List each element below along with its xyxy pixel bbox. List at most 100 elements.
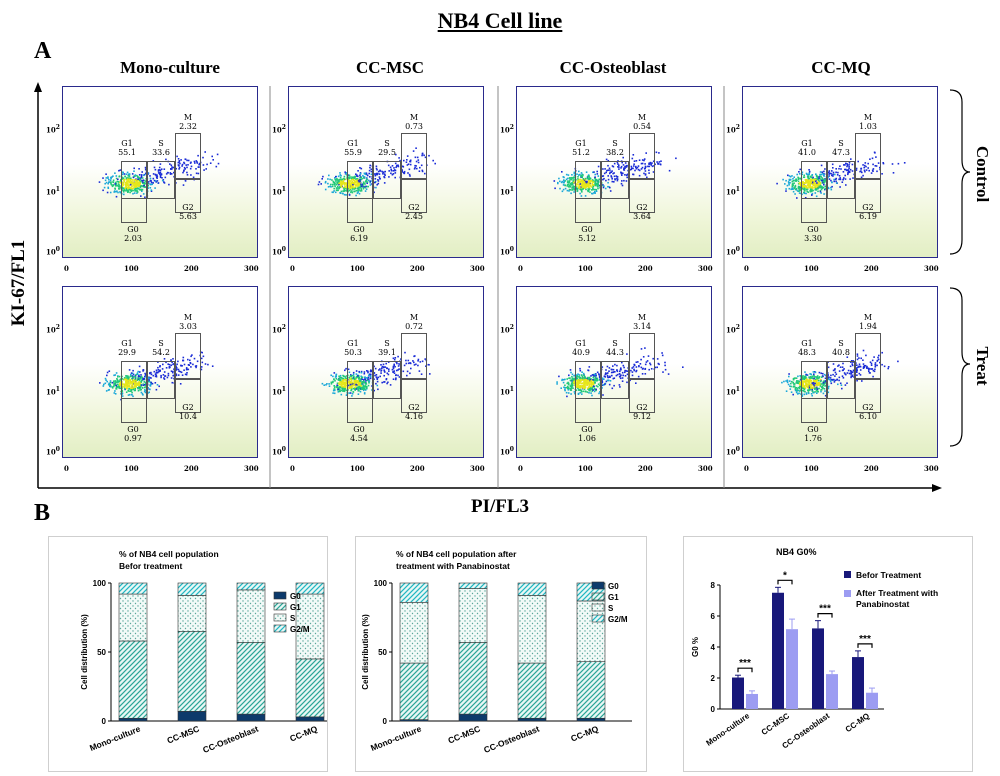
event-dot	[650, 368, 653, 370]
event-dot	[348, 385, 351, 388]
y-tick-exponent: 2	[281, 124, 286, 131]
event-dot	[129, 183, 132, 186]
event-dot	[816, 388, 818, 390]
event-dot	[355, 180, 357, 183]
event-dot	[795, 387, 798, 389]
gate-value-m: 0.54	[633, 122, 651, 131]
event-dot	[596, 371, 599, 374]
event-dot	[626, 381, 628, 384]
event-dot	[149, 376, 151, 379]
event-dot	[575, 378, 578, 381]
gate-label-m: M 0.73	[394, 113, 434, 131]
event-dot	[843, 177, 845, 179]
event-dot	[658, 161, 661, 163]
event-dot	[129, 191, 131, 194]
event-dot	[808, 184, 810, 187]
event-dot	[818, 184, 820, 186]
event-dot	[851, 375, 854, 378]
event-dot	[584, 387, 586, 389]
event-dot	[611, 180, 614, 183]
event-dot	[158, 172, 161, 175]
event-dot	[347, 368, 350, 371]
event-dot	[801, 377, 803, 380]
event-dot	[127, 190, 130, 193]
event-dot	[364, 389, 367, 391]
event-dot	[128, 181, 131, 184]
event-dot	[586, 382, 588, 384]
event-dot	[630, 165, 633, 168]
bar-segment-g0	[517, 717, 547, 722]
event-dot	[195, 172, 198, 175]
event-dot	[387, 381, 389, 384]
event-dot	[130, 387, 132, 389]
event-dot	[330, 383, 333, 385]
event-dot	[815, 389, 818, 392]
event-dot	[624, 165, 626, 168]
event-dot	[814, 380, 816, 382]
event-dot	[821, 177, 824, 179]
event-dot	[369, 176, 371, 178]
category-label: CC-MQ	[288, 723, 319, 743]
event-dot	[607, 372, 609, 374]
event-dot	[390, 169, 393, 172]
event-dot	[349, 181, 351, 184]
event-dot	[573, 381, 575, 384]
event-dot	[602, 384, 605, 386]
event-dot	[131, 372, 134, 375]
event-dot	[198, 163, 200, 166]
event-dot	[594, 192, 596, 194]
x-tick-label: 0	[64, 464, 69, 473]
event-dot	[606, 169, 608, 172]
event-dot	[321, 382, 324, 385]
event-dot	[183, 369, 185, 371]
event-dot	[616, 364, 618, 367]
event-dot	[556, 383, 558, 385]
event-dot	[136, 191, 139, 193]
event-dot	[565, 386, 568, 389]
event-dot	[570, 177, 573, 179]
event-dot	[564, 388, 566, 391]
event-dot	[172, 374, 174, 377]
event-dot	[622, 374, 624, 377]
event-dot	[353, 378, 356, 380]
event-dot	[427, 363, 430, 366]
event-dot	[572, 379, 574, 382]
event-dot	[356, 179, 358, 182]
event-dot	[363, 371, 366, 373]
event-dot	[409, 163, 412, 166]
event-dot	[815, 180, 817, 183]
event-dot	[633, 163, 635, 165]
event-dot	[817, 183, 819, 186]
event-dot	[816, 177, 819, 179]
event-dot	[360, 176, 362, 179]
event-dot	[188, 364, 190, 366]
event-dot	[408, 173, 411, 176]
event-dot	[177, 158, 180, 160]
event-dot	[415, 363, 417, 366]
event-dot	[349, 189, 352, 191]
event-dot	[786, 380, 789, 382]
event-dot	[797, 185, 800, 188]
event-dot	[146, 182, 148, 184]
event-dot	[358, 377, 360, 380]
event-dot	[207, 363, 209, 366]
event-dot	[358, 192, 361, 195]
event-dot	[810, 393, 813, 395]
event-dot	[341, 385, 343, 388]
event-dot	[556, 381, 558, 383]
event-dot	[574, 374, 576, 377]
event-dot	[118, 188, 120, 190]
y-tick-exponent: 2	[55, 324, 60, 331]
event-dot	[585, 181, 588, 184]
event-dot	[182, 359, 184, 362]
gate-g2-box	[401, 379, 427, 413]
event-dot	[127, 175, 129, 177]
event-dot	[338, 178, 341, 181]
panel-a-label: A	[34, 38, 52, 64]
event-dot	[134, 182, 136, 184]
event-dot	[561, 190, 564, 193]
event-dot	[187, 164, 189, 166]
event-dot	[567, 381, 569, 384]
event-dot	[820, 386, 823, 388]
y-tick-base: 10	[726, 447, 736, 457]
